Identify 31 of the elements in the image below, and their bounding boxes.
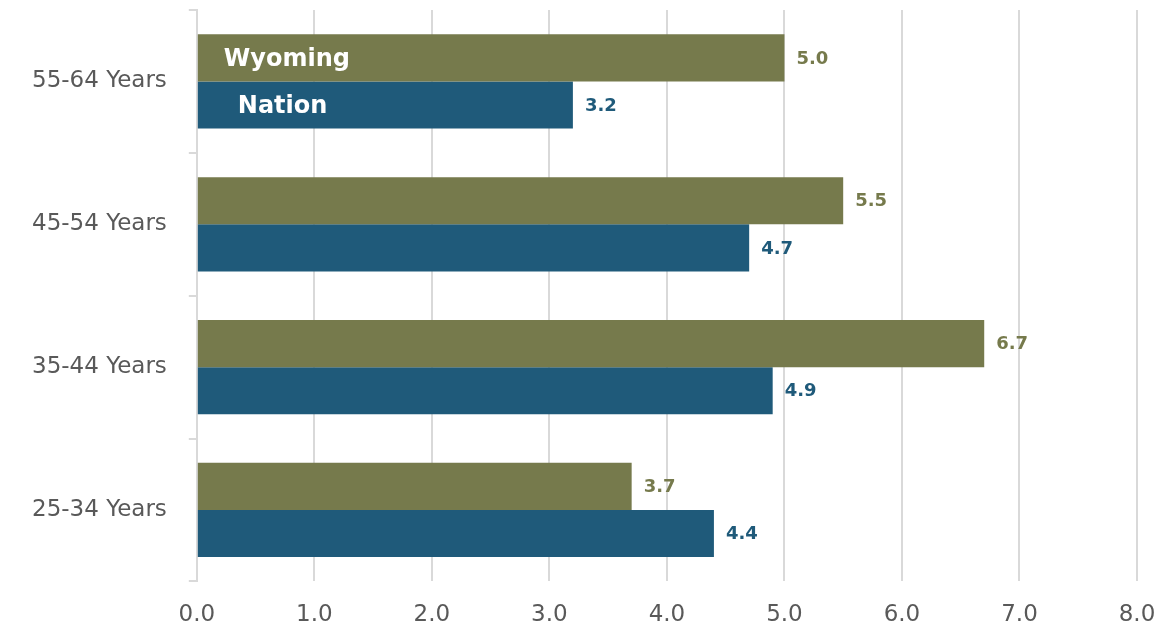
data-label: 3.2 bbox=[584, 93, 617, 115]
data-label: 3.7 bbox=[643, 475, 676, 497]
data-label: 5.5 bbox=[855, 189, 888, 211]
y-tick-label: 55-64 Years bbox=[31, 66, 167, 93]
series-label: Nation bbox=[237, 91, 328, 120]
x-tick-label: 1.0 bbox=[296, 600, 333, 627]
x-tick-label: 5.0 bbox=[766, 600, 803, 627]
x-tick-label: 6.0 bbox=[883, 600, 921, 627]
bar bbox=[197, 319, 985, 368]
bar bbox=[197, 34, 785, 82]
data-label: 4.9 bbox=[784, 379, 817, 401]
bar bbox=[197, 509, 714, 558]
y-tick-label: 35-44 Years bbox=[31, 352, 167, 379]
bar bbox=[197, 81, 573, 129]
x-tick-label: 3.0 bbox=[531, 600, 568, 627]
bar bbox=[197, 462, 632, 510]
y-tick-label: 25-34 Years bbox=[31, 494, 167, 521]
data-label: 4.7 bbox=[761, 236, 794, 258]
x-tick-label: 0.0 bbox=[178, 600, 216, 627]
x-tick-label: 4.0 bbox=[648, 600, 686, 627]
data-label: 6.7 bbox=[996, 332, 1029, 354]
data-label: 5.0 bbox=[796, 46, 829, 68]
bar bbox=[197, 224, 750, 272]
x-tick-label: 8.0 bbox=[1118, 600, 1156, 627]
bar bbox=[197, 367, 773, 415]
x-tick-label: 2.0 bbox=[413, 600, 451, 627]
data-label: 4.4 bbox=[725, 522, 758, 544]
series-label: Wyoming bbox=[223, 44, 350, 73]
bar bbox=[197, 177, 844, 225]
x-tick-label: 7.0 bbox=[1001, 600, 1038, 627]
y-tick-label: 45-54 Years bbox=[31, 209, 167, 236]
